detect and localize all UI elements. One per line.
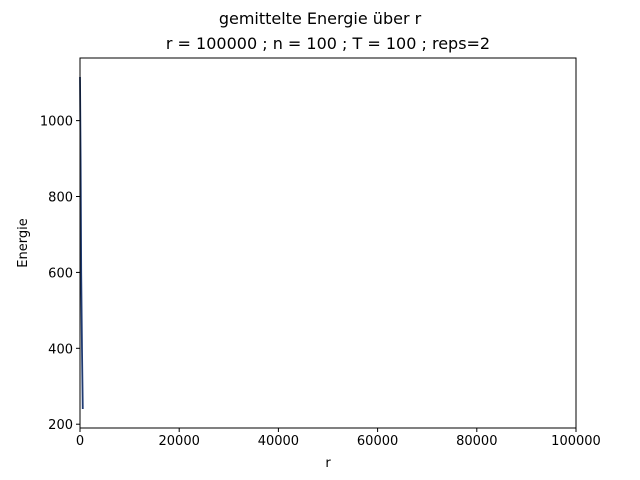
x-tick-label: 80000 bbox=[456, 434, 497, 449]
x-tick-label: 0 bbox=[76, 434, 84, 449]
y-tick-label: 1000 bbox=[40, 115, 73, 130]
x-tick-label: 100000 bbox=[551, 434, 601, 449]
chart-subtitle: r = 100000 ; n = 100 ; T = 100 ; reps=2 bbox=[166, 34, 490, 53]
x-tick-label: 40000 bbox=[258, 434, 299, 449]
x-axis-label: r bbox=[325, 456, 331, 471]
x-tick-label: 60000 bbox=[357, 434, 398, 449]
x-axis-ticks: 0 20000 40000 60000 80000 100000 bbox=[76, 428, 601, 449]
y-tick-label: 600 bbox=[48, 266, 73, 281]
y-tick-label: 800 bbox=[48, 191, 73, 206]
chart-title: gemittelte Energie über r bbox=[219, 9, 422, 28]
y-axis-ticks: 200 400 600 800 1000 bbox=[40, 115, 80, 433]
x-tick-label: 20000 bbox=[159, 434, 200, 449]
y-axis-label: Energie bbox=[16, 218, 31, 267]
plot-frame bbox=[79, 57, 577, 429]
y-tick-label: 400 bbox=[48, 342, 73, 357]
y-tick-label: 200 bbox=[48, 418, 73, 433]
